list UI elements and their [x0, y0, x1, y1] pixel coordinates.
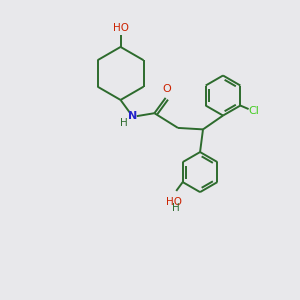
Text: HO: HO: [112, 23, 129, 33]
Text: Cl: Cl: [248, 106, 259, 116]
Text: O: O: [162, 84, 171, 94]
Text: HO: HO: [167, 197, 182, 207]
Text: H: H: [120, 118, 128, 128]
Text: H: H: [172, 203, 180, 213]
Text: N: N: [128, 111, 137, 121]
